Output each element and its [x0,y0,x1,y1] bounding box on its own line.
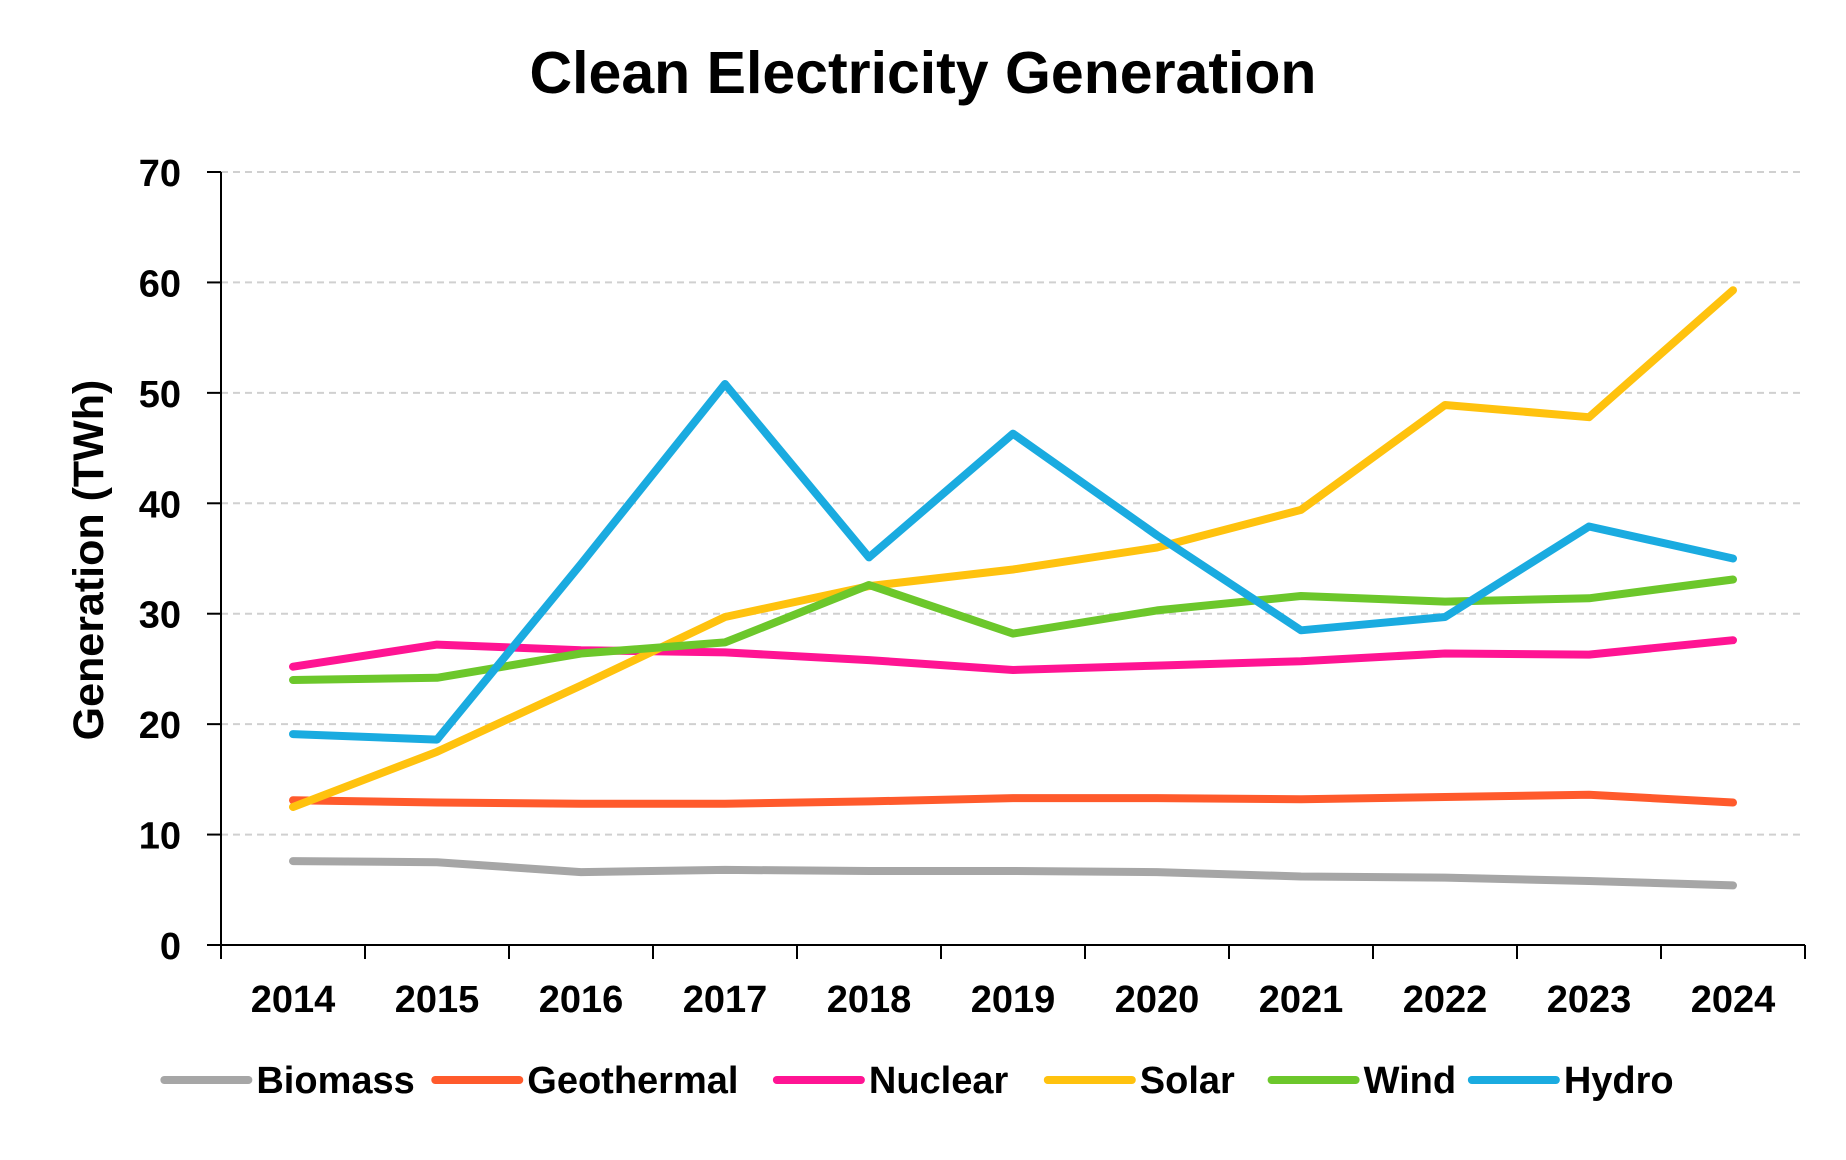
x-tick-label: 2019 [971,979,1056,1021]
series-line-solar [293,290,1733,807]
legend-label: Nuclear [869,1060,1009,1102]
series-line-biomass [293,861,1733,885]
legend-item-hydro: Hydro [1472,1060,1674,1102]
x-tick-label: 2020 [1115,979,1200,1021]
legend-item-nuclear: Nuclear [777,1060,1009,1102]
x-tick-label: 2018 [827,979,912,1021]
legend-label: Hydro [1564,1060,1674,1102]
y-tick-label: 0 [160,926,181,968]
x-tick-label: 2021 [1259,979,1344,1021]
legend-item-geothermal: Geothermal [435,1060,738,1102]
y-tick-label: 20 [139,705,181,747]
legend-label: Geothermal [527,1060,738,1102]
x-tick-labels: 2014 2015 2016 2017 2018 2019 2020 2021 2022 2023… [251,979,1776,1021]
axes [207,172,1805,959]
x-tick-label: 2024 [1691,979,1776,1021]
y-tick-label: 60 [139,263,181,305]
gridlines [221,172,1805,835]
chart-title: Clean Electricity Generation [530,40,1317,106]
legend-label: Wind [1364,1060,1457,1102]
legend: Biomass Geothermal Nuclear Solar Wind Hydro [164,1060,1673,1102]
y-tick-label: 50 [139,374,181,416]
x-tick-label: 2016 [539,979,624,1021]
y-tick-labels: 0 10 20 30 40 50 60 70 [139,153,181,968]
legend-item-solar: Solar [1048,1060,1235,1102]
x-tick-label: 2015 [395,979,480,1021]
y-tick-label: 40 [139,484,181,526]
y-tick-label: 70 [139,153,181,195]
y-axis-label: Generation (TWh) [65,380,113,741]
series-line-hydro [293,384,1733,740]
series-line-wind [293,580,1733,681]
x-tick-label: 2022 [1403,979,1488,1021]
legend-label: Solar [1140,1060,1235,1102]
x-tick-label: 2014 [251,979,336,1021]
legend-item-wind: Wind [1272,1060,1457,1102]
series-line-geothermal [293,795,1733,804]
x-tick-label: 2023 [1547,979,1632,1021]
x-tick-label: 2017 [683,979,768,1021]
y-tick-label: 30 [139,595,181,637]
y-tick-label: 10 [139,816,181,858]
legend-item-biomass: Biomass [164,1060,414,1102]
legend-label: Biomass [256,1060,414,1102]
series-lines [293,290,1733,885]
